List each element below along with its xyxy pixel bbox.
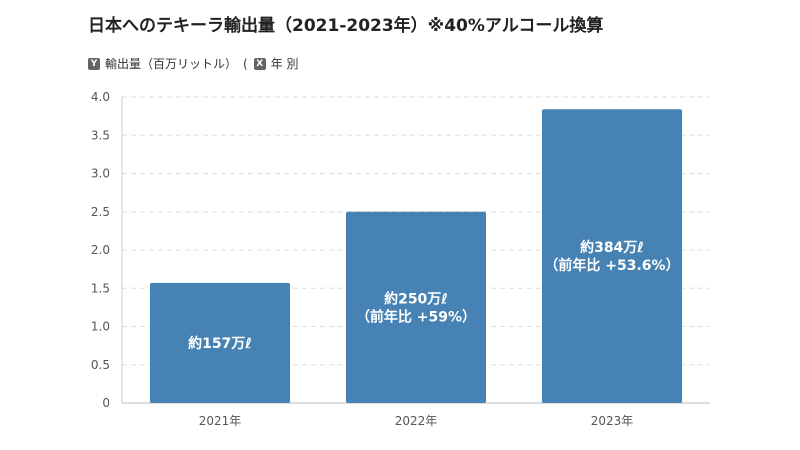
y-tick-label: 3.0 <box>91 167 110 181</box>
x-key-badge: X <box>253 57 266 70</box>
bar-data-label: （前年比 +59%） <box>356 308 476 325</box>
bar-data-label: 約384万ℓ <box>580 239 644 256</box>
bar-data-label: 約157万ℓ <box>188 335 252 352</box>
bar-2023年 <box>542 109 682 404</box>
bar-2021年 <box>150 282 290 403</box>
y-tick-label: 1.0 <box>91 320 110 334</box>
x-axis-label: 年 別 <box>270 57 299 71</box>
bar-data-label: （前年比 +53.6%） <box>544 257 679 274</box>
y-tick-label: 0 <box>102 396 110 410</box>
bar-2022年 <box>346 211 486 403</box>
y-tick-label: 3.5 <box>91 128 110 142</box>
x-tick-label: 2023年 <box>591 414 634 428</box>
y-tick-label: 1.5 <box>91 281 110 295</box>
y-tick-label: 2.5 <box>91 205 110 219</box>
axis-legend: Y 輸出量（百万リットル） ( X 年 別 <box>88 55 299 72</box>
y-tick-label: 0.5 <box>91 358 110 372</box>
y-key-badge: Y <box>88 57 100 70</box>
legend-paren: ( <box>243 56 248 71</box>
x-tick-label: 2022年 <box>395 414 438 428</box>
bar-data-label: 約250万ℓ <box>384 290 448 307</box>
y-tick-label: 2.0 <box>91 243 110 257</box>
chart-title: 日本へのテキーラ輸出量（2021-2023年）※40%アルコール換算 <box>88 16 604 36</box>
x-tick-label: 2021年 <box>199 414 242 428</box>
y-tick-label: 4.0 <box>91 90 110 104</box>
y-axis-label: 輸出量（百万リットル） <box>105 57 238 71</box>
